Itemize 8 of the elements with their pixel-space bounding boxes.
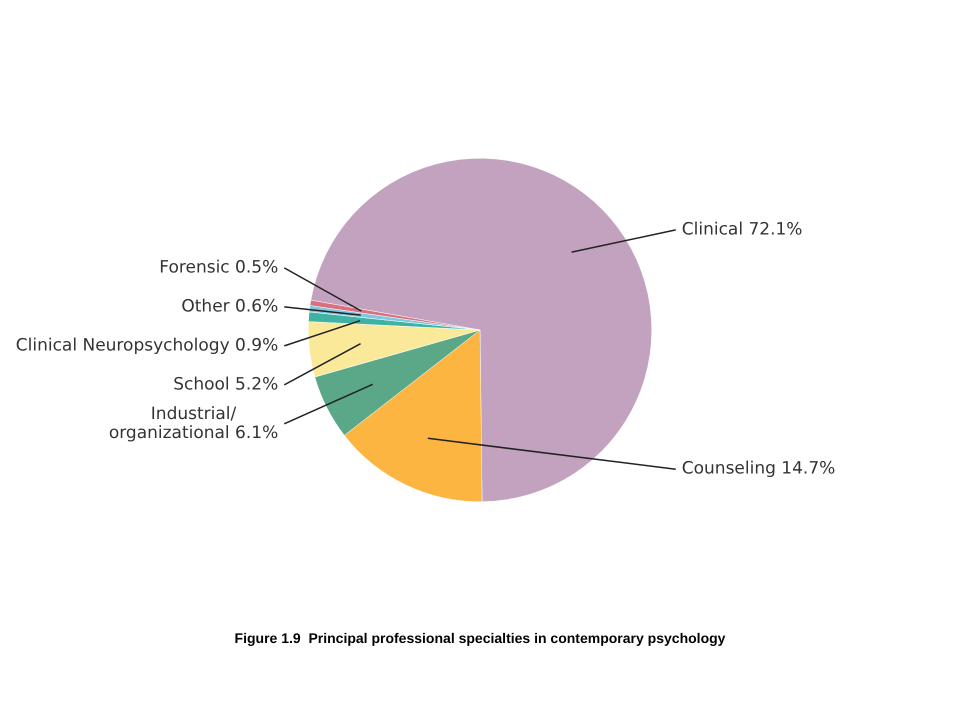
slice-label: Industrial/organizational 6.1% bbox=[108, 404, 278, 443]
slice-label: Forensic 0.5% bbox=[159, 257, 278, 278]
slice-label: Counseling 14.7% bbox=[682, 458, 836, 479]
slice-label: Clinical Neuropsychology 0.9% bbox=[16, 335, 278, 356]
text: Figure 1.9 Principal professional specialties in contemporary psychology bbox=[234, 630, 726, 646]
slice-label: Clinical 72.1% bbox=[682, 219, 802, 240]
slice-label: School 5.2% bbox=[173, 374, 278, 394]
slice-label: Other 0.6% bbox=[181, 296, 278, 316]
